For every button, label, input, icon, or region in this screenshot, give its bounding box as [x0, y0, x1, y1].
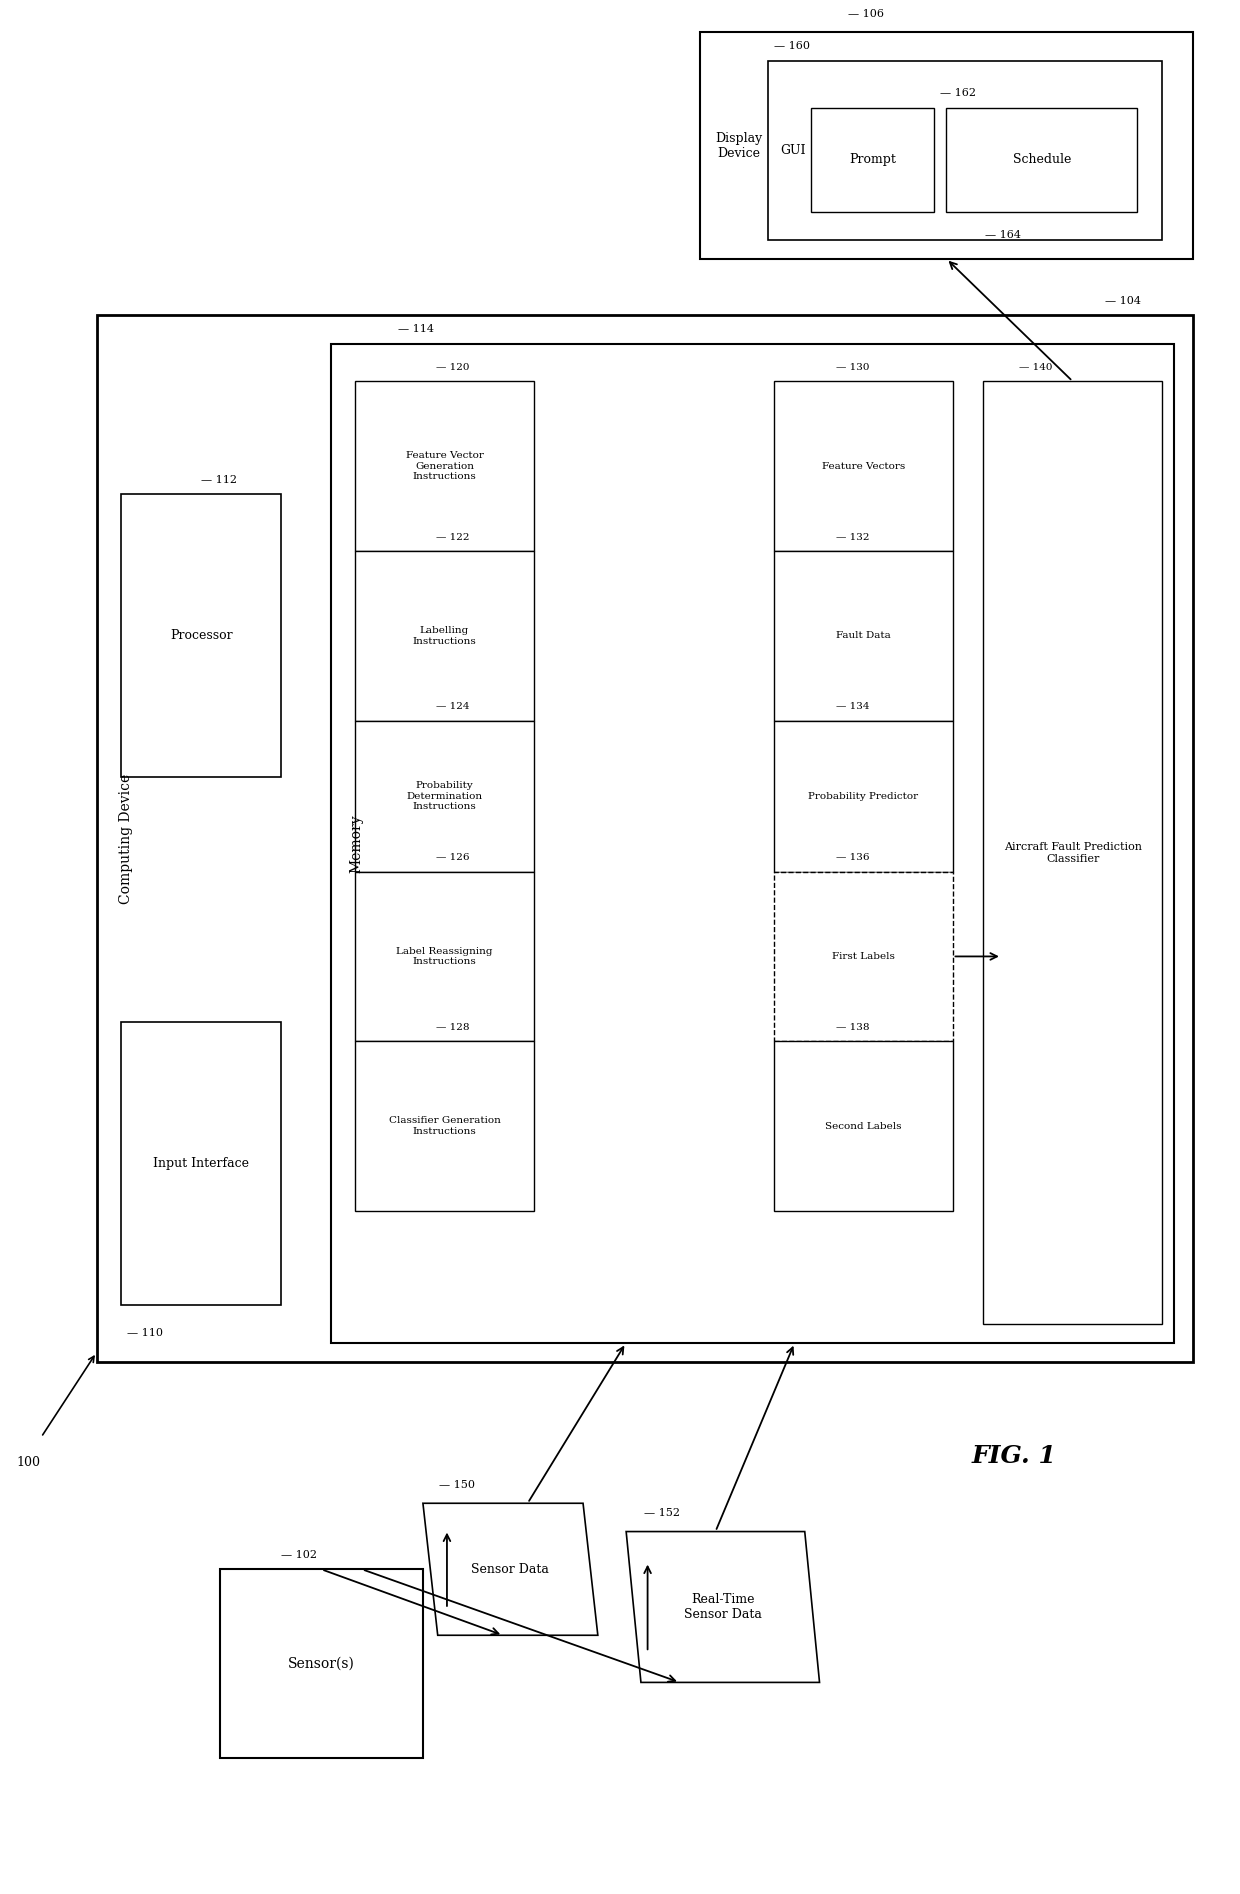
- Text: — 106: — 106: [848, 9, 884, 19]
- Text: Second Labels: Second Labels: [825, 1121, 901, 1131]
- Text: — 124: — 124: [435, 703, 469, 712]
- Text: — 104: — 104: [1105, 295, 1141, 305]
- Text: — 136: — 136: [837, 852, 870, 862]
- Text: — 132: — 132: [837, 532, 870, 542]
- FancyBboxPatch shape: [331, 343, 1174, 1343]
- Text: Probability Predictor: Probability Predictor: [808, 792, 919, 801]
- FancyBboxPatch shape: [774, 1042, 952, 1210]
- Text: Memory: Memory: [348, 814, 363, 873]
- Text: — 150: — 150: [439, 1479, 475, 1491]
- Text: — 110: — 110: [128, 1328, 164, 1337]
- FancyBboxPatch shape: [355, 551, 533, 722]
- Text: — 164: — 164: [985, 231, 1021, 241]
- Text: — 120: — 120: [435, 364, 469, 371]
- Text: Processor: Processor: [170, 629, 233, 642]
- FancyBboxPatch shape: [97, 314, 1193, 1362]
- Text: — 114: — 114: [398, 324, 434, 333]
- Text: Aircraft Fault Prediction
Classifier: Aircraft Fault Prediction Classifier: [1003, 843, 1142, 864]
- FancyBboxPatch shape: [983, 381, 1162, 1324]
- Text: FIG. 1: FIG. 1: [972, 1443, 1056, 1468]
- Text: Fault Data: Fault Data: [836, 631, 890, 640]
- Polygon shape: [626, 1532, 820, 1682]
- Text: — 138: — 138: [837, 1023, 870, 1032]
- Text: Real-Time
Sensor Data: Real-Time Sensor Data: [684, 1593, 761, 1621]
- Text: Classifier Generation
Instructions: Classifier Generation Instructions: [388, 1116, 501, 1136]
- Text: — 112: — 112: [201, 475, 237, 485]
- Text: Computing Device: Computing Device: [119, 773, 133, 903]
- FancyBboxPatch shape: [946, 108, 1137, 212]
- Text: Display
Device: Display Device: [714, 131, 763, 159]
- Text: Sensor Data: Sensor Data: [471, 1563, 549, 1576]
- FancyBboxPatch shape: [811, 108, 934, 212]
- Text: — 140: — 140: [1019, 364, 1053, 371]
- Text: — 134: — 134: [837, 703, 870, 712]
- Text: — 160: — 160: [774, 42, 810, 51]
- FancyBboxPatch shape: [774, 551, 952, 722]
- Text: — 102: — 102: [280, 1549, 316, 1561]
- FancyBboxPatch shape: [768, 61, 1162, 241]
- Text: Label Reassigning
Instructions: Label Reassigning Instructions: [397, 947, 492, 966]
- Text: 100: 100: [16, 1456, 41, 1470]
- Text: — 152: — 152: [644, 1508, 680, 1519]
- Text: — 162: — 162: [940, 89, 976, 98]
- Text: — 126: — 126: [435, 852, 469, 862]
- Text: Prompt: Prompt: [849, 153, 897, 167]
- Text: — 128: — 128: [435, 1023, 469, 1032]
- Text: Feature Vector
Generation
Instructions: Feature Vector Generation Instructions: [405, 451, 484, 481]
- FancyBboxPatch shape: [774, 722, 952, 871]
- FancyBboxPatch shape: [122, 494, 281, 777]
- Text: Feature Vectors: Feature Vectors: [822, 462, 905, 470]
- FancyBboxPatch shape: [122, 1023, 281, 1305]
- Text: Input Interface: Input Interface: [154, 1157, 249, 1170]
- Text: Probability
Determination
Instructions: Probability Determination Instructions: [407, 780, 482, 811]
- Text: — 130: — 130: [837, 364, 870, 371]
- Text: First Labels: First Labels: [832, 953, 895, 960]
- Text: GUI: GUI: [780, 144, 806, 157]
- Text: Schedule: Schedule: [1013, 153, 1071, 167]
- FancyBboxPatch shape: [774, 381, 952, 551]
- FancyBboxPatch shape: [355, 722, 533, 871]
- FancyBboxPatch shape: [219, 1570, 423, 1758]
- FancyBboxPatch shape: [701, 32, 1193, 259]
- Polygon shape: [423, 1504, 598, 1635]
- FancyBboxPatch shape: [355, 381, 533, 551]
- Text: Sensor(s): Sensor(s): [288, 1657, 355, 1671]
- FancyBboxPatch shape: [355, 871, 533, 1042]
- Text: Labelling
Instructions: Labelling Instructions: [413, 627, 476, 646]
- FancyBboxPatch shape: [774, 871, 952, 1042]
- Text: — 122: — 122: [435, 532, 469, 542]
- FancyBboxPatch shape: [355, 1042, 533, 1210]
